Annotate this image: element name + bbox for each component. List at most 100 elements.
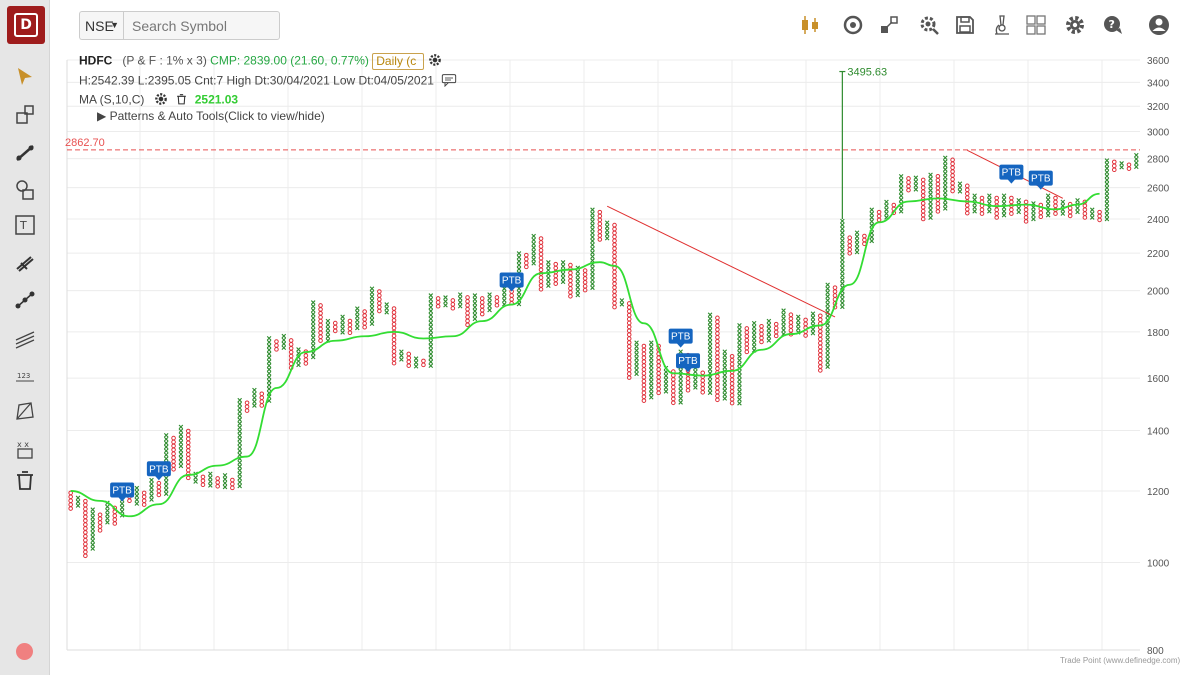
ptb-marker[interactable]: PTB bbox=[668, 328, 693, 348]
user-icon[interactable] bbox=[1146, 12, 1172, 38]
footer-credit: Trade Point (www.definedge.com) bbox=[1060, 656, 1181, 665]
column-stats: H:2542.39 L:2395.05 Cnt:7 High Dt:30/04/… bbox=[79, 73, 434, 88]
settings-gear-search-icon[interactable] bbox=[916, 12, 942, 38]
o-column bbox=[1111, 159, 1117, 173]
x-column bbox=[751, 320, 757, 353]
header-row-ma: MA (S,10,C) 2521.03 bbox=[79, 92, 238, 109]
x-column bbox=[795, 314, 801, 335]
y-tick-label: 1000 bbox=[1147, 558, 1170, 569]
polygon-icon[interactable] bbox=[12, 398, 38, 424]
x-column bbox=[766, 318, 772, 343]
ptb-marker[interactable]: PTB bbox=[676, 353, 701, 373]
y-tick-label: 3200 bbox=[1147, 102, 1170, 113]
o-column bbox=[97, 512, 103, 533]
search-box bbox=[123, 11, 280, 40]
number-label-icon[interactable]: 123 bbox=[12, 362, 38, 388]
o-column bbox=[1053, 195, 1058, 216]
x-column bbox=[972, 193, 977, 214]
compare-icon[interactable] bbox=[876, 12, 902, 38]
y-tick-label: 2400 bbox=[1147, 215, 1170, 226]
ptb-marker[interactable]: PTB bbox=[999, 164, 1024, 184]
save-icon[interactable] bbox=[952, 12, 978, 38]
ma-label: MA (S,10,C) bbox=[79, 92, 145, 107]
o-column bbox=[230, 477, 235, 491]
comment-icon[interactable] bbox=[441, 73, 457, 90]
symbol-name: HDFC bbox=[79, 53, 113, 68]
y-tick-label: 3000 bbox=[1147, 128, 1170, 139]
ma-settings-icon[interactable] bbox=[154, 92, 168, 109]
x-column bbox=[928, 172, 933, 221]
candlestick-icon[interactable] bbox=[797, 12, 823, 38]
ma-delete-icon[interactable] bbox=[175, 92, 188, 109]
scanner-icon[interactable] bbox=[989, 12, 1015, 38]
o-column bbox=[68, 490, 73, 511]
x-column bbox=[369, 286, 375, 327]
ptb-label: PTB bbox=[112, 486, 132, 497]
x-column bbox=[384, 302, 389, 315]
o-column bbox=[700, 370, 706, 395]
o-column bbox=[744, 326, 750, 355]
o-column bbox=[729, 353, 735, 406]
exchange-select[interactable]: NSE ▼ bbox=[79, 11, 123, 40]
o-column bbox=[1126, 162, 1132, 171]
record-status-dot[interactable] bbox=[16, 643, 33, 660]
x-column bbox=[1134, 152, 1139, 170]
o-column bbox=[847, 235, 853, 256]
trash-icon[interactable] bbox=[12, 467, 38, 493]
pattern-icon[interactable]: x x bbox=[12, 436, 38, 462]
o-column bbox=[818, 313, 823, 373]
x-column bbox=[825, 282, 830, 370]
y-tick-label: 1800 bbox=[1147, 328, 1170, 339]
o-column bbox=[156, 480, 162, 498]
x-column bbox=[237, 397, 242, 489]
o-column bbox=[318, 303, 323, 343]
x-column bbox=[575, 265, 581, 298]
o-column bbox=[612, 222, 617, 310]
y-tick-label: 1600 bbox=[1147, 374, 1170, 385]
o-column bbox=[141, 490, 147, 507]
o-column bbox=[950, 157, 955, 194]
x-column bbox=[737, 322, 742, 406]
rectangle-tool-icon[interactable] bbox=[12, 102, 38, 128]
o-column bbox=[450, 298, 456, 311]
trend-line-icon[interactable] bbox=[12, 140, 38, 166]
ptb-label: PTB bbox=[1002, 168, 1022, 179]
interval-select[interactable]: Daily (c bbox=[372, 53, 425, 70]
top-bar: NSE ▼ ? bbox=[50, 0, 1200, 50]
search-input[interactable] bbox=[124, 12, 274, 39]
app-logo[interactable]: D bbox=[7, 6, 45, 44]
x-column bbox=[531, 233, 536, 266]
ptb-marker[interactable]: PTB bbox=[1028, 170, 1053, 190]
x-column bbox=[1075, 198, 1080, 215]
layout-icon[interactable] bbox=[1023, 12, 1049, 38]
x-column bbox=[1016, 198, 1022, 215]
y-tick-label: 2600 bbox=[1147, 184, 1170, 195]
o-column bbox=[906, 176, 911, 193]
x-column bbox=[854, 230, 860, 255]
fork-icon[interactable] bbox=[12, 250, 38, 276]
chart-settings-icon[interactable] bbox=[428, 53, 442, 70]
parallel-lines-icon[interactable] bbox=[12, 325, 38, 351]
o-column bbox=[83, 498, 88, 559]
o-column bbox=[788, 312, 794, 337]
x-column bbox=[619, 298, 625, 307]
settings-icon[interactable] bbox=[1062, 12, 1088, 38]
ptb-marker[interactable]: PTB bbox=[146, 461, 171, 481]
moving-average-line bbox=[70, 192, 1100, 518]
ptb-marker[interactable]: PTB bbox=[499, 272, 524, 292]
line-points-icon[interactable] bbox=[12, 287, 38, 313]
o-column bbox=[421, 358, 426, 368]
pnf-chart[interactable]: 800 1000 1200 1400 1600 1800 2000 2200 2400 2600 2… bbox=[50, 50, 1200, 675]
help-icon[interactable]: ? bbox=[1100, 12, 1126, 38]
text-tool-icon[interactable]: T bbox=[12, 212, 38, 238]
x-column bbox=[546, 260, 551, 289]
chart-canvas[interactable]: 800 1000 1200 1400 1600 1800 2000 2200 2400 2600 2… bbox=[50, 50, 1200, 675]
o-column bbox=[347, 318, 353, 335]
o-column bbox=[200, 474, 206, 487]
patterns-toggle[interactable]: ▶ Patterns & Auto Tools(Click to view/hi… bbox=[97, 109, 325, 123]
x-column bbox=[90, 507, 96, 551]
ptb-marker[interactable]: PTB bbox=[110, 482, 135, 502]
indicator-icon[interactable] bbox=[840, 12, 866, 38]
shapes-icon[interactable] bbox=[12, 177, 38, 203]
cursor-icon[interactable] bbox=[12, 64, 38, 90]
